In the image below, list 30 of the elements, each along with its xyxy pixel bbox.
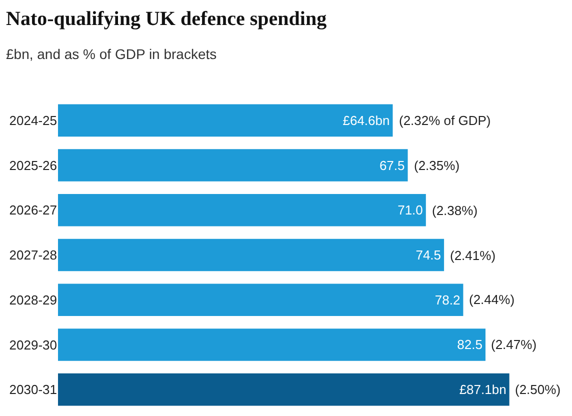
annotation: (2.50%): [515, 382, 561, 397]
chart-subtitle: £bn, and as % of GDP in brackets: [6, 46, 217, 62]
y-tick-label: 2028-29: [9, 292, 57, 308]
bar: [58, 284, 464, 316]
y-tick-label: 2029-30: [9, 337, 57, 352]
annotation: (2.41%): [450, 248, 496, 263]
data-label: 71.0: [398, 202, 423, 218]
y-tick-label: 2027-28: [9, 248, 57, 263]
bar: [58, 194, 426, 226]
bar: [58, 238, 444, 272]
y-tick-label: 2025-26: [9, 158, 57, 173]
y-tick-label: 2026-27: [9, 202, 57, 218]
y-tick-label: 2024-25: [9, 112, 57, 128]
bar: [58, 373, 510, 406]
chart-title: Nato-qualifying UK defence spending: [6, 8, 327, 30]
annotation: (2.38%): [432, 203, 478, 218]
y-tick-label: 2030-31: [9, 382, 57, 398]
data-label: £64.6bn: [342, 112, 390, 128]
bar: [58, 149, 408, 182]
annotation: (2.32% of GDP): [399, 113, 491, 128]
data-label: 78.2: [434, 292, 460, 308]
data-label: £87.1bn: [459, 382, 506, 398]
annotation: (2.47%): [491, 337, 537, 352]
data-label: 82.5: [457, 337, 482, 352]
annotation: (2.44%): [469, 292, 515, 307]
data-label: 67.5: [379, 158, 405, 173]
bar: [58, 104, 393, 137]
annotation: (2.35%): [414, 158, 460, 173]
bar: [58, 328, 486, 361]
data-label: 74.5: [416, 248, 442, 262]
